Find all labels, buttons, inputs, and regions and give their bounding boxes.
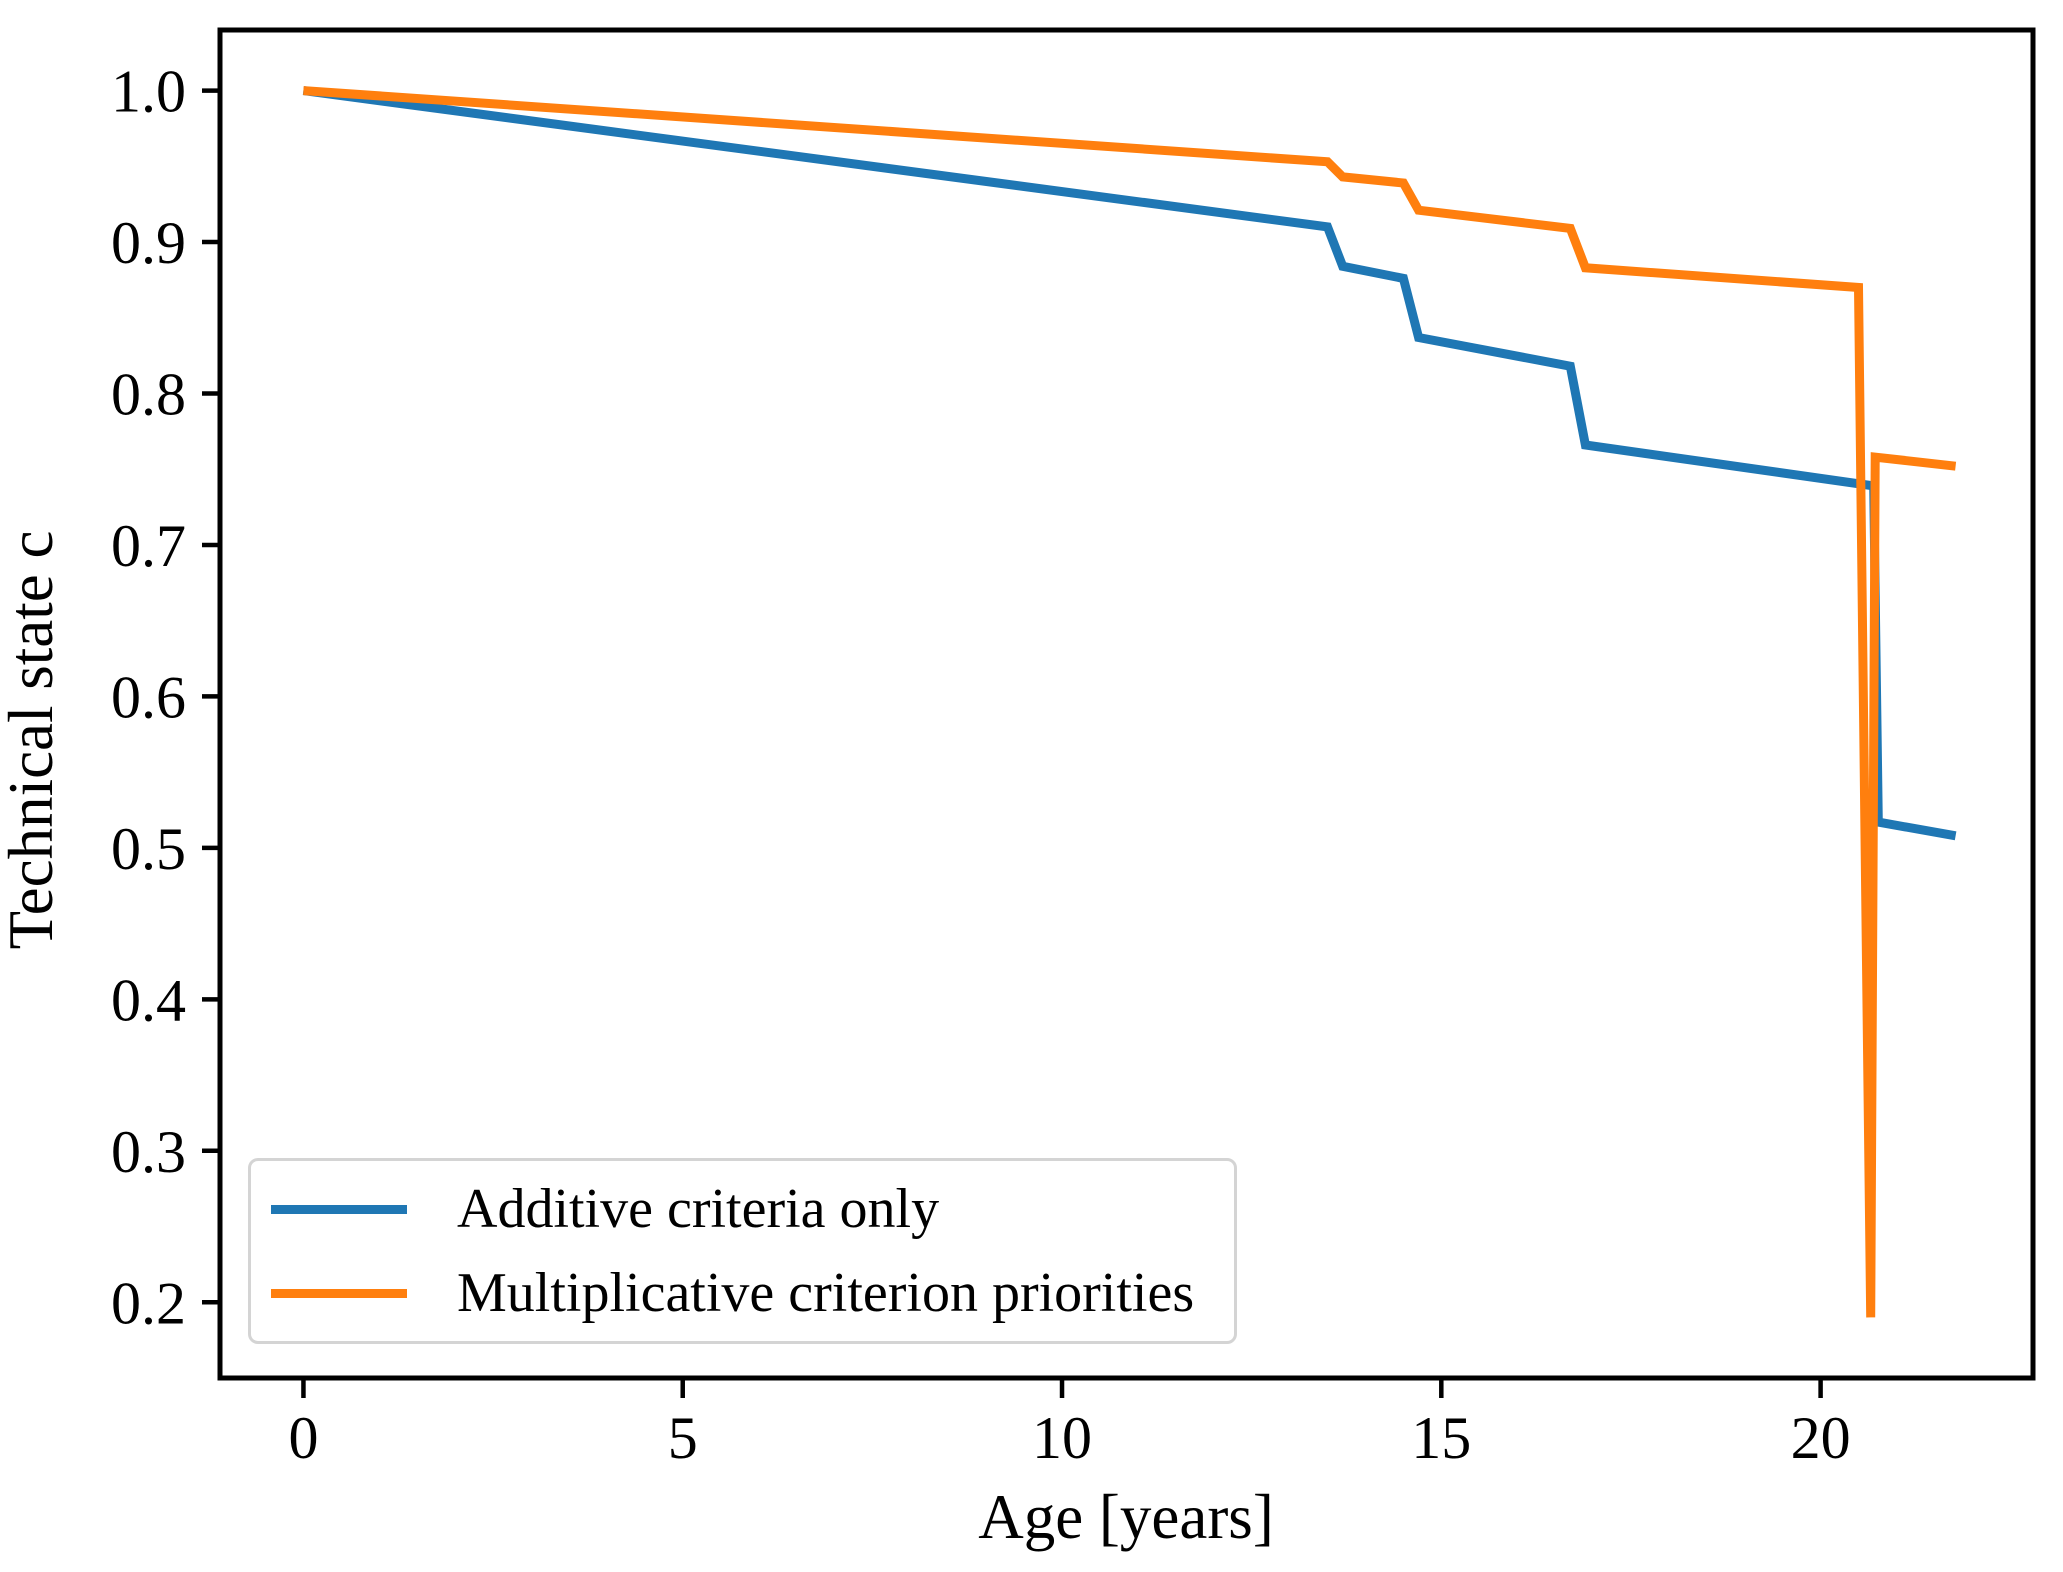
legend-line-swatch-multiplicative bbox=[271, 1288, 407, 1298]
legend-item-multiplicative: Multiplicative criterion priorities bbox=[271, 1262, 1234, 1324]
plot-border bbox=[217, 27, 2036, 1381]
y-tick-label: 0.7 bbox=[111, 513, 186, 579]
series-line-0 bbox=[302, 86, 1957, 841]
x-tick-label: 15 bbox=[1411, 1405, 1471, 1471]
y-tick-label: 0.4 bbox=[111, 967, 186, 1033]
x-tick-label: 5 bbox=[668, 1405, 698, 1471]
series-line-1 bbox=[303, 86, 1957, 1318]
x-axis-label: Age [years] bbox=[978, 1482, 1274, 1552]
legend-item-additive: Additive criteria only bbox=[271, 1178, 1234, 1240]
legend-line-swatch-additive bbox=[271, 1204, 407, 1214]
y-tick-label: 0.9 bbox=[111, 210, 186, 276]
y-axis-label: Technical state c bbox=[0, 531, 66, 950]
legend-label-additive: Additive criteria only bbox=[457, 1178, 940, 1240]
y-tick-label: 0.6 bbox=[111, 664, 186, 730]
y-tick-label: 0.8 bbox=[111, 362, 186, 428]
y-tick-label: 1.0 bbox=[111, 59, 186, 125]
y-tick-label: 0.2 bbox=[111, 1270, 186, 1336]
x-tick-label: 10 bbox=[1032, 1405, 1092, 1471]
plot-content: 0 5 10 15 20 0.2 0.3 0.4 0.5 0.6 0.7 0.8 0.9 1.0 bbox=[111, 27, 2036, 1471]
y-tick-label: 0.5 bbox=[111, 816, 186, 882]
y-tick-label: 0.3 bbox=[111, 1119, 186, 1185]
x-tick-label: 20 bbox=[1791, 1405, 1851, 1471]
legend: Additive criteria only Multiplicative cr… bbox=[248, 1158, 1237, 1344]
x-tick-label: 0 bbox=[288, 1405, 318, 1471]
legend-label-multiplicative: Multiplicative criterion priorities bbox=[457, 1262, 1195, 1324]
